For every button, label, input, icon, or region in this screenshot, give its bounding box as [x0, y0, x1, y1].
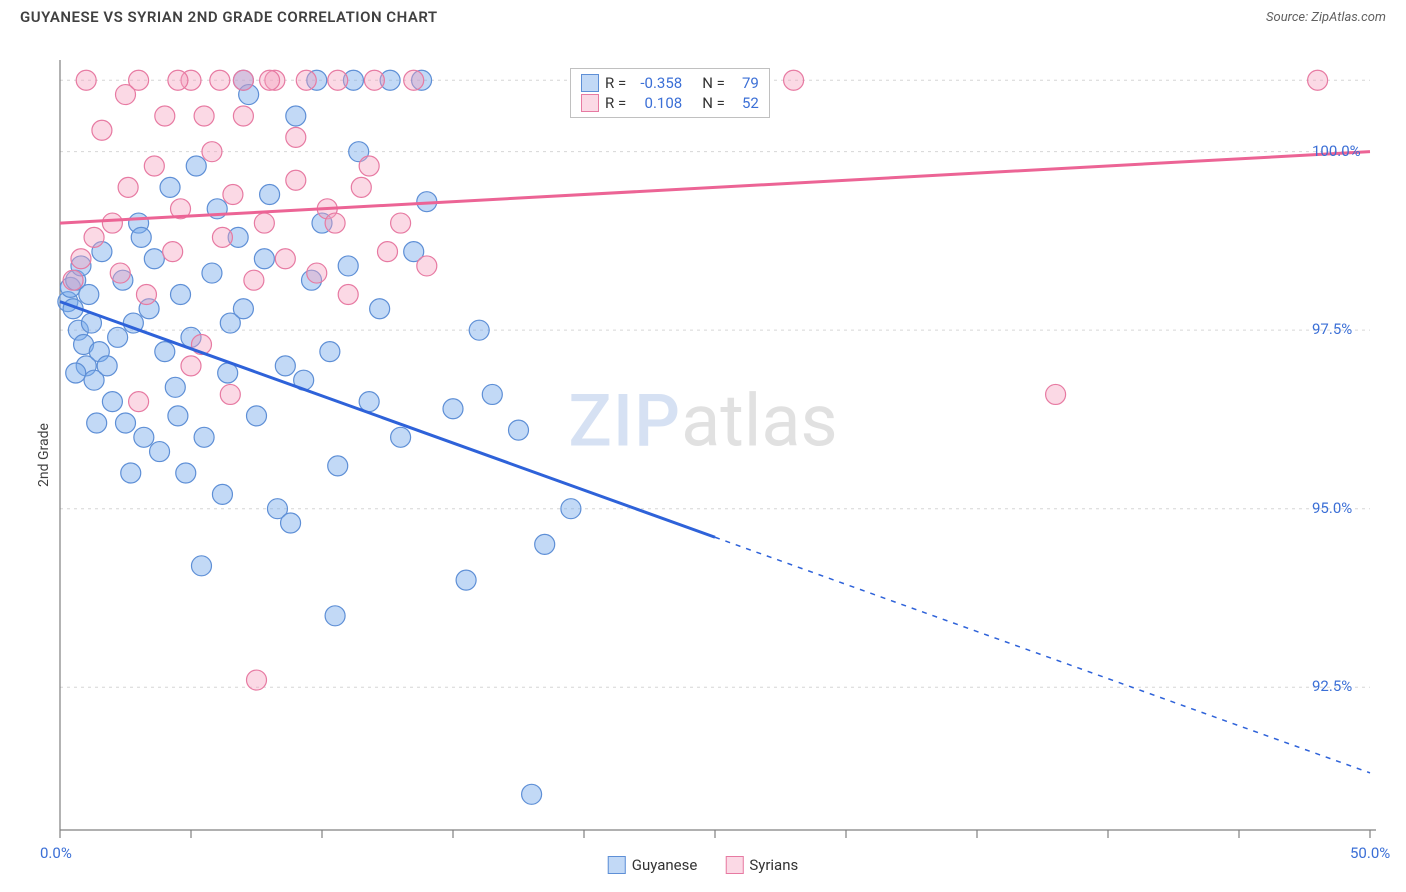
r-value-syrians: 0.108: [632, 94, 682, 112]
chart-title: GUYANESE VS SYRIAN 2ND GRADE CORRELATION…: [20, 8, 438, 26]
source-label: Source: ZipAtlas.com: [1266, 10, 1386, 25]
y-tick-label: 97.5%: [1312, 320, 1352, 338]
y-tick-label: 95.0%: [1312, 499, 1352, 517]
legend-series: Guyanese Syrians: [608, 856, 799, 874]
chart-area: 2nd Grade ZIPatlas R = -0.358 N = 79 R =…: [0, 30, 1406, 880]
legend-correlation: R = -0.358 N = 79 R = 0.108 N = 52: [570, 68, 770, 118]
legend-item-guyanese: Guyanese: [608, 856, 698, 874]
chart-svg: [0, 30, 1406, 880]
legend-row-guyanese: R = -0.358 N = 79: [581, 73, 759, 93]
x-tick-label: 50.0%: [1350, 844, 1390, 862]
chart-container: GUYANESE VS SYRIAN 2ND GRADE CORRELATION…: [0, 0, 1406, 892]
y-axis-label: 2nd Grade: [36, 423, 52, 487]
swatch-syrians: [725, 856, 743, 874]
y-tick-label: 100.0%: [1312, 142, 1361, 160]
n-label: N =: [702, 74, 725, 92]
swatch-syrians: [581, 94, 599, 112]
r-value-guyanese: -0.358: [632, 74, 682, 92]
y-tick-label: 92.5%: [1312, 677, 1352, 695]
legend-row-syrians: R = 0.108 N = 52: [581, 93, 759, 113]
header: GUYANESE VS SYRIAN 2ND GRADE CORRELATION…: [0, 0, 1406, 30]
swatch-guyanese: [608, 856, 626, 874]
x-tick-label: 0.0%: [40, 844, 72, 862]
n-value-syrians: 52: [731, 94, 759, 112]
n-value-guyanese: 79: [731, 74, 759, 92]
legend-label-guyanese: Guyanese: [632, 856, 698, 874]
swatch-guyanese: [581, 74, 599, 92]
r-label: R =: [605, 94, 626, 112]
n-label: N =: [702, 94, 725, 112]
legend-label-syrians: Syrians: [749, 856, 798, 874]
legend-item-syrians: Syrians: [725, 856, 798, 874]
r-label: R =: [605, 74, 626, 92]
